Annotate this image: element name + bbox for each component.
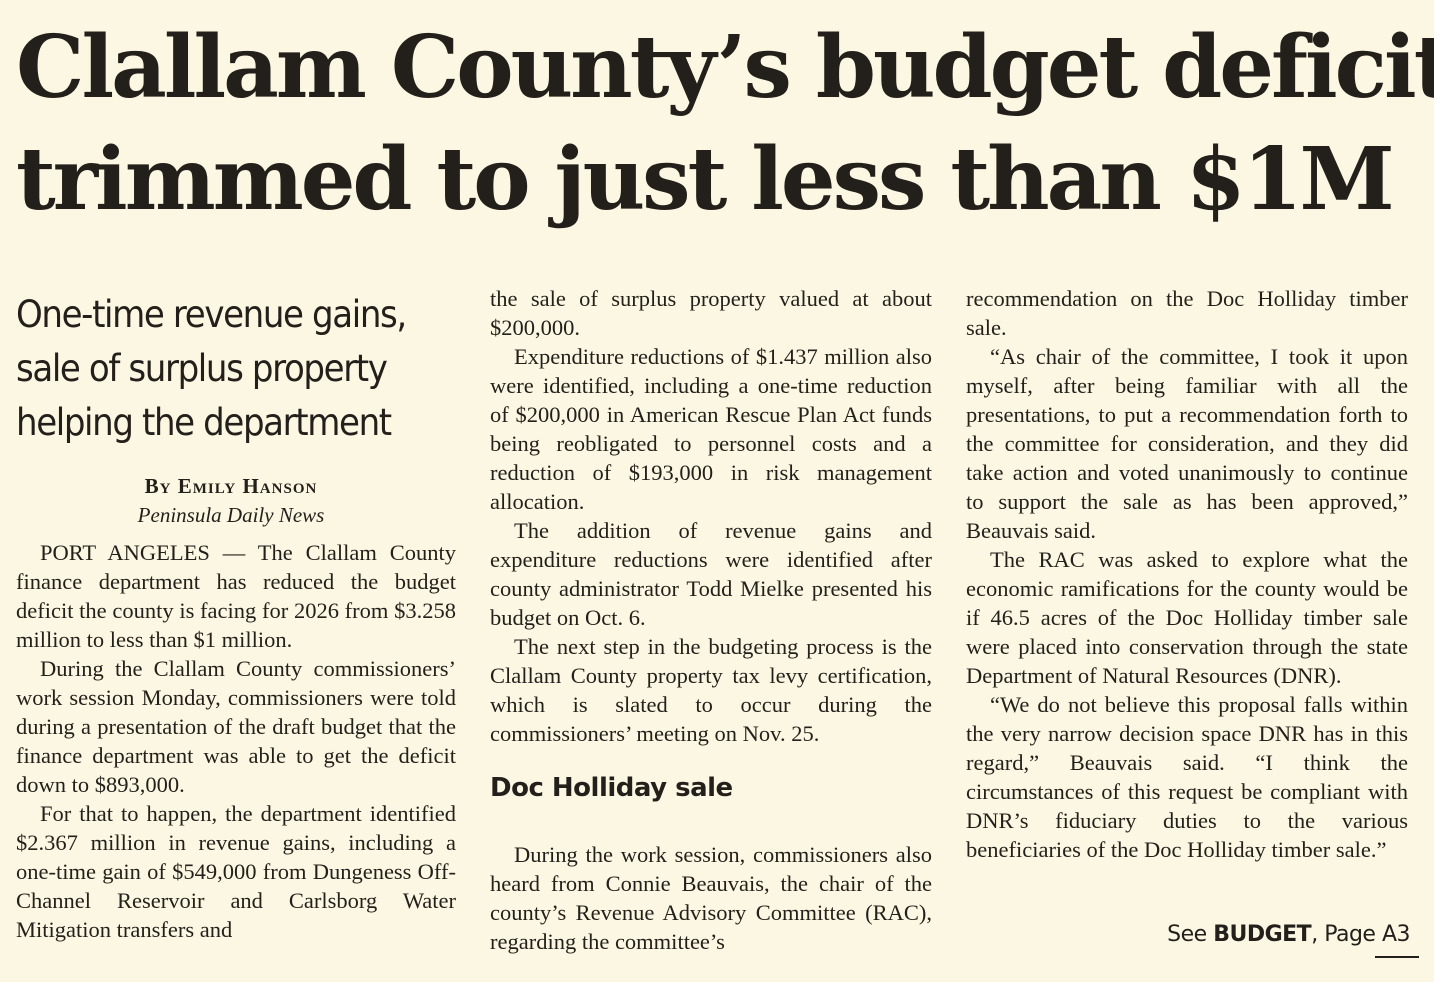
- paragraph: During the Clallam County commissioners’…: [16, 656, 456, 797]
- headline: Clallam County’s budget deficit trimmed …: [16, 12, 1434, 236]
- jump-line: See BUDGET, Page A3: [1167, 920, 1410, 950]
- headline-line-1: Clallam County’s budget deficit: [16, 17, 1434, 118]
- jump-rule: [1375, 956, 1419, 958]
- paragraph: The RAC was asked to explore what the ec…: [966, 547, 1408, 688]
- deck-line-2: sale of surplus property: [16, 347, 388, 390]
- paragraph: PORT ANGELES — The Clallam County financ…: [16, 540, 456, 652]
- headline-line-2: trimmed to just less than $1M: [16, 129, 1395, 230]
- deck: One-time revenue gains, sale of surplus …: [16, 288, 458, 450]
- jump-see: See: [1167, 922, 1214, 947]
- section-subhead: Doc Holliday sale: [490, 773, 733, 803]
- paragraph: The addition of revenue gains and expend…: [490, 518, 932, 630]
- paragraph: The next step in the budgeting process i…: [490, 634, 932, 746]
- article-column-3: recommendation on the Doc Holliday timbe…: [966, 284, 1408, 864]
- paragraph: “As chair of the committee, I took it up…: [966, 344, 1408, 543]
- byline-outlet: Peninsula Daily News: [137, 503, 325, 527]
- paragraph: the sale of surplus property valued at a…: [490, 286, 932, 340]
- paragraph: During the work session, commissioners a…: [490, 842, 932, 954]
- paragraph: “We do not believe this proposal falls w…: [966, 692, 1408, 862]
- jump-keyword: BUDGET: [1213, 922, 1312, 947]
- paragraph: For that to happen, the department ident…: [16, 801, 456, 942]
- byline: By Emily Hanson: [144, 474, 318, 498]
- deck-line-1: One-time revenue gains,: [16, 293, 407, 336]
- article-column-2: the sale of surplus property valued at a…: [490, 284, 932, 956]
- deck-line-3: helping the department: [16, 401, 392, 444]
- paragraph: Expenditure reductions of $1.437 million…: [490, 344, 932, 514]
- article-column-1: One-time revenue gains, sale of surplus …: [16, 284, 456, 944]
- jump-page: , Page A3: [1311, 922, 1410, 947]
- paragraph: recommendation on the Doc Holliday timbe…: [966, 286, 1408, 340]
